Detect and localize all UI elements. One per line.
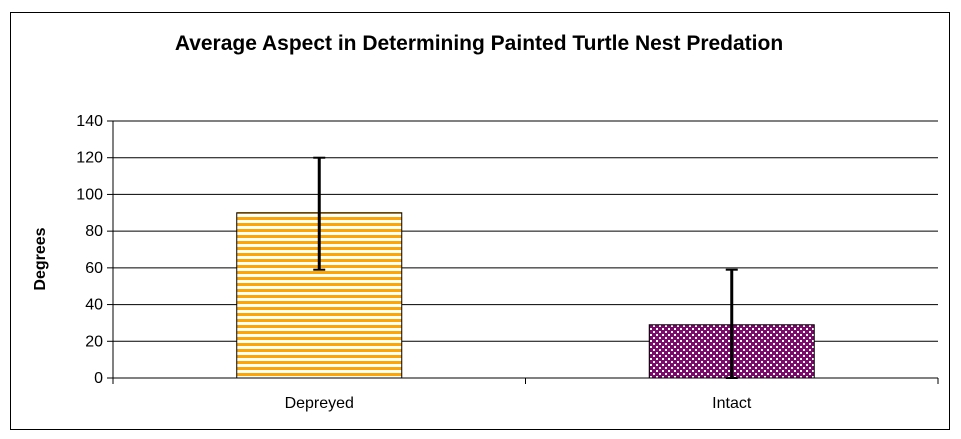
bar-chart: Average Aspect in Determining Painted Tu…: [32, 32, 939, 412]
chart-frame: Average Aspect in Determining Painted Tu…: [10, 12, 950, 430]
y-tick-label-120: 120: [76, 150, 103, 167]
x-tick-label-intact: Intact: [712, 395, 752, 412]
axes: [107, 120, 939, 384]
x-tick-label-depreyed: Depreyed: [285, 395, 354, 412]
chart-title: Average Aspect in Determining Painted Tu…: [175, 32, 783, 55]
y-tick-label-20: 20: [85, 333, 103, 350]
y-tick-label-140: 140: [76, 113, 103, 130]
y-tick-label-40: 40: [85, 297, 103, 314]
y-tick-label-80: 80: [85, 223, 103, 240]
y-tick-label-0: 0: [94, 370, 103, 387]
tick-labels: 0 20 40 60 80 100 120 140 Depreyed Intact: [76, 113, 752, 412]
y-axis-title: Degrees: [32, 227, 49, 290]
y-tick-label-60: 60: [85, 260, 103, 277]
y-tick-label-100: 100: [76, 186, 103, 203]
